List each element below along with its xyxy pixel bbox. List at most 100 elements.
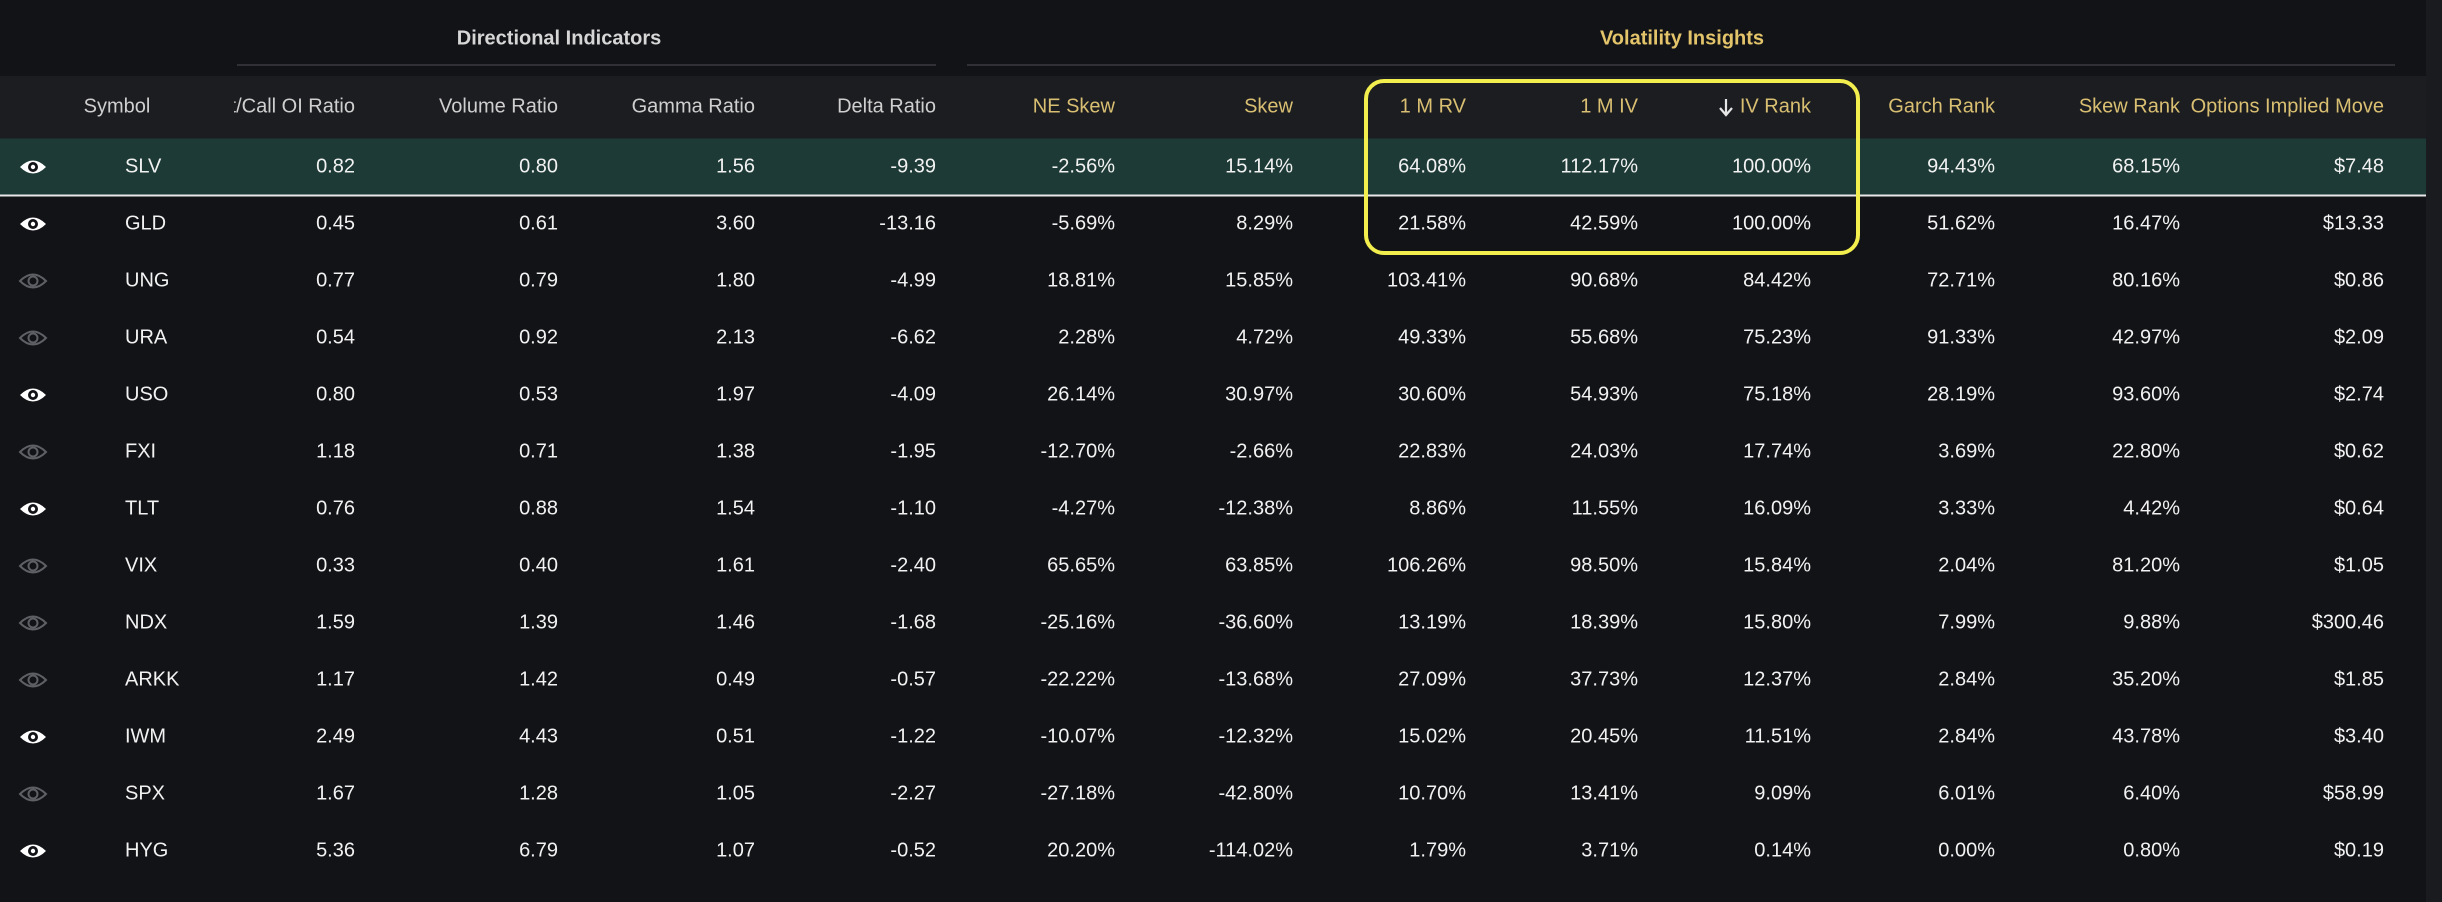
- column-header[interactable]: 1 M RV: [1400, 95, 1467, 117]
- cell: 2.04%: [1938, 554, 1995, 576]
- cell: 9.09%: [1754, 782, 1811, 804]
- cell: 55.68%: [1570, 326, 1638, 348]
- symbol: FXI: [125, 440, 156, 462]
- table-row[interactable]: GLD 0.45 0.61 3.60 -13.16 -5.69% 8.29% 21.58% 42…: [20, 212, 2384, 234]
- cell: 9.88%: [2123, 611, 2180, 633]
- cell: -12.38%: [1219, 497, 1294, 519]
- watch-toggle[interactable]: [20, 730, 46, 744]
- cell: -1.10: [890, 497, 936, 519]
- cell: 80.16%: [2112, 269, 2180, 291]
- cell: 54.93%: [1570, 383, 1638, 405]
- cell: 2.84%: [1938, 725, 1995, 747]
- cell: 75.23%: [1743, 326, 1811, 348]
- cell: 4.42%: [2123, 497, 2180, 519]
- table-row[interactable]: FXI 1.18 0.71 1.38 -1.95 -12.70% -2.66% 22.83% 2…: [18, 440, 2384, 462]
- eye-pupil: [27, 560, 39, 572]
- table-row[interactable]: VIX 0.33 0.40 1.61 -2.40 65.65% 63.85% 106.26% 9…: [18, 554, 2384, 576]
- group-header: Volatility Insights: [1600, 27, 1764, 49]
- cell: $7.48: [2334, 155, 2384, 177]
- column-header[interactable]: Put/Call OI Ratio: [206, 95, 355, 117]
- column-header[interactable]: Volume Ratio: [439, 95, 558, 117]
- eye-glint: [30, 221, 36, 227]
- watch-toggle[interactable]: [18, 330, 48, 346]
- cell: 1.79%: [1409, 839, 1466, 861]
- watch-toggle[interactable]: [18, 558, 48, 574]
- cell: -2.40: [890, 554, 936, 576]
- cell: 6.01%: [1938, 782, 1995, 804]
- eye-icon: [18, 672, 48, 688]
- cell: 49.33%: [1398, 326, 1466, 348]
- cell: 1.46: [716, 611, 755, 633]
- sort-arrow: [1719, 99, 1733, 117]
- cell: 91.33%: [1927, 326, 1995, 348]
- symbol: UNG: [125, 269, 169, 291]
- watch-toggle[interactable]: [18, 615, 48, 631]
- cell: 1.54: [716, 497, 755, 519]
- watch-toggle[interactable]: [18, 672, 48, 688]
- watch-toggle[interactable]: [20, 502, 46, 516]
- column-header[interactable]: Skew Rank: [2079, 95, 2181, 117]
- highlight-box: [1364, 79, 1860, 255]
- column-header[interactable]: 1 M IV: [1580, 95, 1638, 117]
- column-header[interactable]: Gamma Ratio: [632, 95, 755, 117]
- column-header[interactable]: Delta Ratio: [837, 95, 936, 117]
- cell: $1.85: [2334, 668, 2384, 690]
- cell: 1.80: [716, 269, 755, 291]
- cell: 1.07: [716, 839, 755, 861]
- cell: 84.42%: [1743, 269, 1811, 291]
- cell: 7.99%: [1938, 611, 1995, 633]
- cell: 1.67: [316, 782, 355, 804]
- watch-toggle[interactable]: [18, 273, 48, 289]
- cell: -22.22%: [1041, 668, 1116, 690]
- symbol: NDX: [125, 611, 167, 633]
- cell: 0.61: [519, 212, 558, 234]
- cell: $2.09: [2334, 326, 2384, 348]
- cell: 0.80%: [2123, 839, 2180, 861]
- cell: 0.88: [519, 497, 558, 519]
- column-header[interactable]: Symbol: [84, 95, 151, 117]
- table-row[interactable]: SLV 0.82 0.80 1.56 -9.39 -2.56% 15.14% 64.08% 11…: [0, 138, 2426, 197]
- column-header[interactable]: Garch Rank: [1888, 95, 1996, 117]
- cell: 22.83%: [1398, 440, 1466, 462]
- watch-toggle[interactable]: [18, 444, 48, 460]
- table-row[interactable]: NDX 1.59 1.39 1.46 -1.68 -25.16% -36.60% 13.19%…: [18, 611, 2384, 633]
- cell: 13.19%: [1398, 611, 1466, 633]
- cell: 64.08%: [1398, 155, 1466, 177]
- cell: 22.80%: [2112, 440, 2180, 462]
- column-header[interactable]: Options Implied Move: [2191, 95, 2384, 117]
- cell: 15.02%: [1398, 725, 1466, 747]
- column-header[interactable]: IV Rank: [1740, 95, 1812, 117]
- cell: 81.20%: [2112, 554, 2180, 576]
- cell: 75.18%: [1743, 383, 1811, 405]
- table-row[interactable]: URA 0.54 0.92 2.13 -6.62 2.28% 4.72% 49.33% 55.6…: [18, 326, 2384, 348]
- table-row[interactable]: IWM 2.49 4.43 0.51 -1.22 -10.07% -12.32% 15.02%…: [20, 725, 2384, 747]
- cell: 18.39%: [1570, 611, 1638, 633]
- table-row[interactable]: TLT 0.76 0.88 1.54 -1.10 -4.27% -12.38% 8.86% 11…: [20, 497, 2384, 519]
- watch-toggle[interactable]: [20, 388, 46, 402]
- table-row[interactable]: HYG 5.36 6.79 1.07 -0.52 20.20% -114.02% 1.79% 3…: [20, 839, 2384, 861]
- cell: 27.09%: [1398, 668, 1466, 690]
- table-row[interactable]: USO 0.80 0.53 1.97 -4.09 26.14% 30.97% 30.60% 54…: [20, 383, 2384, 405]
- cell: 1.18: [316, 440, 355, 462]
- watch-toggle[interactable]: [20, 844, 46, 858]
- cell: 1.97: [716, 383, 755, 405]
- column-header[interactable]: Skew: [1244, 95, 1293, 117]
- eye-glint: [30, 848, 36, 854]
- cell: 0.71: [519, 440, 558, 462]
- cell: 12.37%: [1743, 668, 1811, 690]
- column-header[interactable]: NE Skew: [1033, 95, 1116, 117]
- cell: 0.79: [519, 269, 558, 291]
- cell: 2.13: [716, 326, 755, 348]
- watch-toggle[interactable]: [18, 786, 48, 802]
- watch-toggle[interactable]: [20, 217, 46, 231]
- table-row[interactable]: UNG 0.77 0.79 1.80 -4.99 18.81% 15.85% 103.41% 9…: [18, 269, 2384, 291]
- cell: 5.36: [316, 839, 355, 861]
- table-row[interactable]: SPX 1.67 1.28 1.05 -2.27 -27.18% -42.80% 10.70%…: [18, 782, 2384, 804]
- cell: 13.41%: [1570, 782, 1638, 804]
- cell: 100.00%: [1732, 212, 1811, 234]
- watch-toggle[interactable]: [20, 160, 46, 174]
- eye-icon: [18, 615, 48, 631]
- table-row[interactable]: ARKK 1.17 1.42 0.49 -0.57 -22.22% -13.68% 27.09…: [18, 668, 2384, 690]
- cell: 4.72%: [1236, 326, 1293, 348]
